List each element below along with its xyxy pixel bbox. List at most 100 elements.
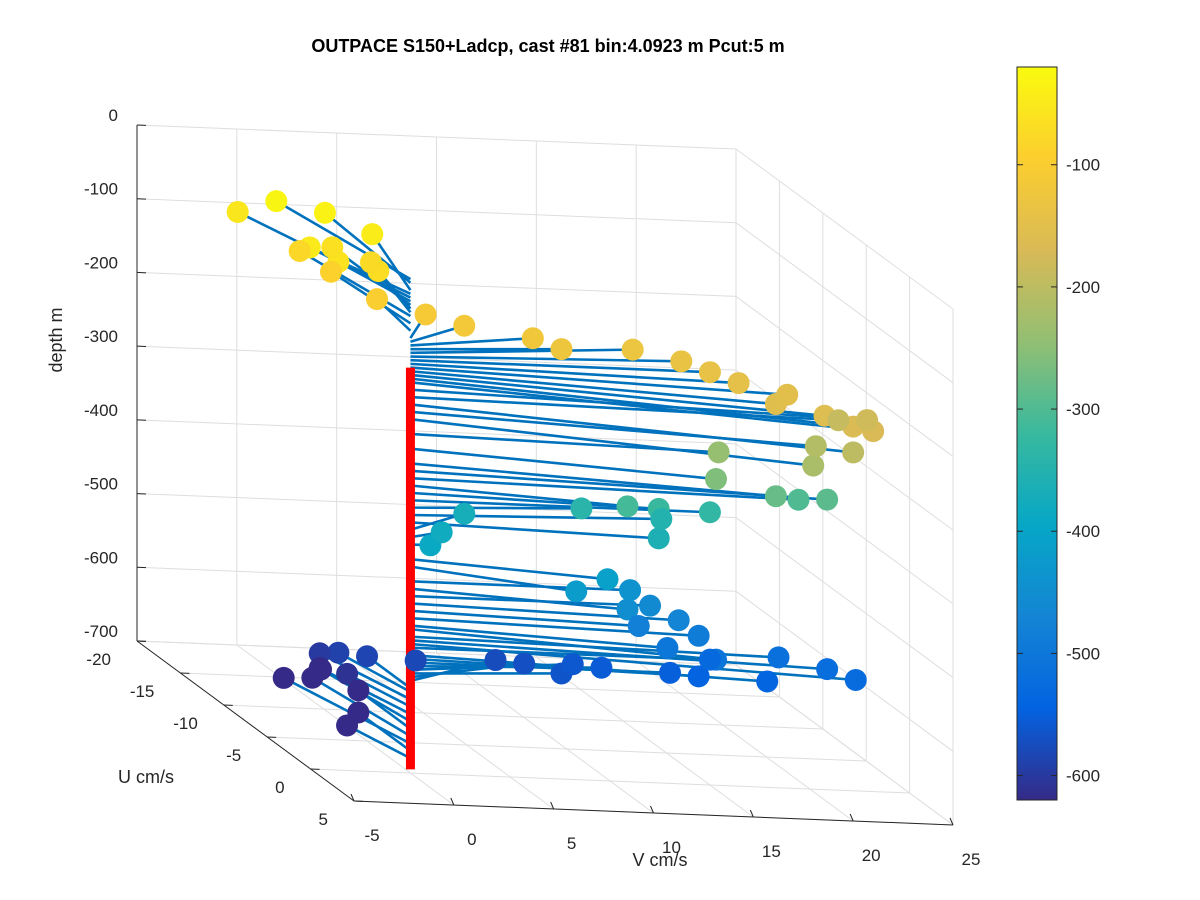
x-tick-label: -5 [364,826,379,845]
vector-marker [570,497,593,520]
vector-marker [647,527,670,550]
vector-marker [827,409,850,432]
vector-stick [410,348,633,355]
vector-marker [670,350,693,373]
vector-stick [410,395,839,422]
vector-marker [698,648,721,671]
vector-marker [616,495,639,518]
vector-markers [226,190,885,737]
vector-stick [410,366,788,397]
vector-marker [705,468,728,491]
x-tick-label: 15 [762,842,781,861]
vector-marker [361,223,384,246]
vector-stick [410,624,668,650]
x-tick-mark [749,809,754,818]
vector-stick [410,521,659,540]
side-wall-grid-line [735,517,954,678]
colorbar-gradient [1016,66,1058,801]
back-wall-grid-line [136,271,737,297]
z-axis-label: depth m [46,307,66,372]
y-tick-label: 0 [275,778,284,797]
vector-marker [321,236,344,259]
vector-marker [659,661,681,684]
vector-stick [410,358,710,374]
y-axis-label: U cm/s [118,767,174,787]
vector-marker [404,649,427,672]
vector-marker [687,624,710,647]
y-tick-label: 5 [319,810,328,829]
vector-marker [313,201,336,224]
chart-title: OUTPACE S150+Ladcp, cast #81 bin:4.0923 … [311,36,784,56]
x-tick-label: 10 [662,838,681,857]
z-tick-label: -400 [84,401,118,420]
vector-stick [410,403,854,454]
vector-stick [371,233,412,291]
vector-stick [410,616,699,638]
x-axis-label: V cm/s [632,850,687,870]
side-wall-grid-line [735,590,954,752]
vector-marker [816,488,839,511]
vector-marker [639,594,662,617]
vector-stick [410,377,854,428]
x-tick-label: 20 [862,846,881,865]
vector-stick [346,724,412,760]
floor-grid-line [336,648,554,810]
vector-marker [627,615,650,638]
side-wall-grid-line [735,296,954,457]
vector-marker [356,645,379,668]
vector-marker [484,649,507,672]
vector-marker [776,383,799,406]
colorbar-tick-label: -400 [1066,522,1100,541]
back-wall-grid-line [136,124,737,150]
x-tick-mark [350,793,355,802]
vector-stick [410,417,814,467]
floor-grid-line [267,736,867,762]
vector-marker [336,662,359,685]
vector-stick [410,447,717,481]
vector-stick [410,609,639,628]
floor-grid-line [436,652,654,814]
vector-marker [265,190,288,213]
vector-marker [301,666,324,689]
floor-grid-line [223,704,823,730]
vector-marker [359,251,382,274]
vector-stick [283,676,412,745]
y-tick-label: -10 [173,714,198,733]
side-wall-grid-line [735,222,954,384]
vector-marker [844,669,867,691]
vector-marker [804,435,827,458]
vector-stick [410,557,608,581]
vector-marker [802,454,825,477]
x-tick-mark [849,813,854,822]
vector-stick [237,210,412,299]
vector-marker [320,260,343,283]
vector-marker [550,338,573,361]
vector-marker [656,636,679,659]
vector-stick [410,506,582,510]
vector-stick [410,646,710,661]
vector-stick [410,362,739,385]
y-tick-label: -5 [226,746,241,765]
x-tick-label: 5 [567,834,576,853]
vector-marker [521,327,544,350]
vector-stick [410,410,816,448]
colorbar-tick-label: -300 [1066,400,1100,419]
x-tick-mark [450,797,455,806]
vector-marker [366,288,389,311]
vector-marker [667,609,690,632]
vector-marker [414,303,437,326]
y-tick-label: -20 [86,650,111,669]
vector-marker [596,568,619,591]
vector-stick [299,249,412,318]
vector-stick [337,651,412,694]
vector-marker [698,361,721,384]
x-tick-label: 25 [962,850,981,869]
vector-marker [650,508,673,530]
vector-marker [698,501,721,524]
vector-marker [616,598,639,621]
vector-marker [727,372,750,395]
x-tick-mark [949,817,954,826]
vector-stick [410,513,662,521]
vector-marker [288,240,311,263]
